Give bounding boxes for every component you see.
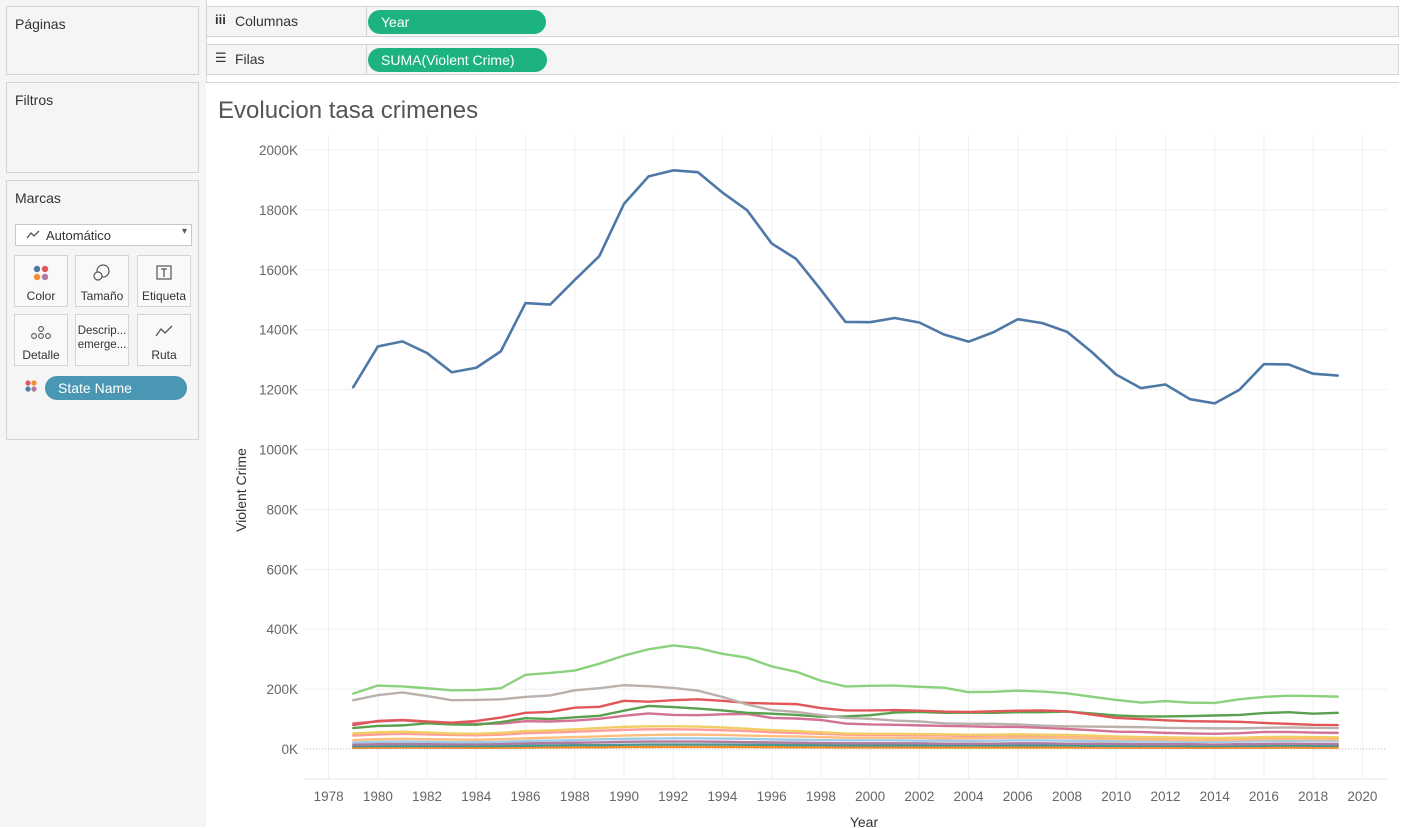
series-line xyxy=(352,712,1339,735)
y-tick-label: 1400K xyxy=(259,323,298,338)
x-tick-label: 2010 xyxy=(1101,789,1131,804)
line-mark-icon xyxy=(26,229,40,244)
x-tick-label: 1990 xyxy=(609,789,639,804)
series-line xyxy=(352,733,1339,742)
y-tick-label: 400K xyxy=(266,622,298,637)
tooltip-button-label: Descrip... emerge... xyxy=(76,324,128,352)
x-tick-label: 2020 xyxy=(1347,789,1377,804)
detail-icon xyxy=(15,323,67,341)
x-tick-label: 2012 xyxy=(1150,789,1180,804)
y-axis-title: Violent Crime xyxy=(233,448,249,532)
x-tick-label: 1988 xyxy=(560,789,590,804)
x-tick-label: 2018 xyxy=(1298,789,1328,804)
pages-card[interactable]: Páginas xyxy=(6,6,199,75)
tooltip-label-line2: emerge... xyxy=(77,339,127,351)
series-line xyxy=(352,644,1339,705)
detail-button-label: Detalle xyxy=(22,348,60,362)
y-tick-label: 1800K xyxy=(259,203,298,218)
x-tick-label: 2008 xyxy=(1052,789,1082,804)
pages-title: Páginas xyxy=(15,16,66,32)
chevron-down-icon: ▾ xyxy=(181,226,187,237)
series-lines xyxy=(351,169,1340,750)
violent-crime-pill[interactable]: SUMA(Violent Crime) xyxy=(368,48,547,72)
year-pill[interactable]: Year xyxy=(368,10,546,34)
y-tick-label: 1600K xyxy=(259,263,298,278)
label-button-label: Etiqueta xyxy=(141,289,187,303)
filters-card[interactable]: Filtros xyxy=(6,82,199,173)
series-line xyxy=(352,725,1339,740)
x-tick-label: 1994 xyxy=(707,789,738,804)
line-chart: 0K 200K 400K 600K 800K 1000K 1200K 1400K 1600K 18… xyxy=(233,135,1387,827)
x-tick-label: 1986 xyxy=(510,789,540,804)
y-axis: 0K 200K 400K 600K 800K 1000K 1200K 1400K 1600K 18… xyxy=(259,143,298,757)
filters-title: Filtros xyxy=(15,92,54,108)
rows-icon: ☰ xyxy=(215,50,227,65)
detail-button[interactable]: Detalle xyxy=(14,314,68,366)
tooltip-button[interactable]: Descrip... emerge... xyxy=(75,314,129,366)
y-tick-label: 0K xyxy=(281,742,298,757)
y-tick-label: 1200K xyxy=(259,383,298,398)
tooltip-label-line1: Descrip... xyxy=(77,325,127,337)
path-button[interactable]: Ruta xyxy=(137,314,191,366)
color-encoding-icon xyxy=(24,379,38,398)
x-tick-label: 1996 xyxy=(757,789,787,804)
series-line xyxy=(352,704,1339,730)
y-tick-label: 2000K xyxy=(259,143,298,158)
x-axis: 1978 1980 1982 1984 1986 1988 1990 1992 1994 1996… xyxy=(304,778,1387,804)
x-tick-label: 1992 xyxy=(658,789,688,804)
mark-type-label: Automático xyxy=(46,228,112,243)
y-tick-label: 600K xyxy=(266,562,298,577)
y-tick-label: 800K xyxy=(266,502,298,517)
size-icon xyxy=(76,264,128,282)
size-button-label: Tamaño xyxy=(80,289,124,303)
marks-card: Marcas Automático ▾ Color Tamaño Etiquet… xyxy=(6,180,199,440)
series-line xyxy=(352,737,1339,744)
y-tick-label: 200K xyxy=(266,682,298,697)
mark-type-dropdown[interactable]: Automático ▾ xyxy=(15,224,192,246)
x-tick-label: 1980 xyxy=(363,789,393,804)
path-icon xyxy=(138,323,190,341)
rows-shelf-label: Filas xyxy=(235,51,265,67)
x-tick-label: 2006 xyxy=(1003,789,1033,804)
x-tick-label: 1978 xyxy=(314,789,344,804)
text-label-icon xyxy=(138,264,190,282)
grid-lines xyxy=(304,135,1387,779)
x-axis-title: Year xyxy=(850,814,879,827)
x-tick-label: 1984 xyxy=(461,789,492,804)
x-tick-label: 2014 xyxy=(1200,789,1231,804)
chart-title: Evolucion tasa crimenes xyxy=(218,97,479,124)
series-line xyxy=(352,745,1339,750)
state-name-pill[interactable]: State Name xyxy=(45,376,187,400)
x-tick-label: 1982 xyxy=(412,789,442,804)
path-button-label: Ruta xyxy=(151,348,177,362)
y-tick-label: 1000K xyxy=(259,443,298,458)
columns-shelf-label: Columnas xyxy=(235,13,299,29)
color-button-label: Color xyxy=(26,289,56,303)
x-tick-label: 2002 xyxy=(904,789,934,804)
color-icon xyxy=(15,264,67,282)
x-tick-label: 2016 xyxy=(1249,789,1279,804)
series-line xyxy=(351,169,1340,405)
x-tick-label: 1998 xyxy=(806,789,836,804)
label-button[interactable]: Etiqueta xyxy=(137,255,191,307)
color-button[interactable]: Color xyxy=(14,255,68,307)
series-line xyxy=(352,698,1339,727)
series-line xyxy=(352,684,1339,730)
marks-title: Marcas xyxy=(15,190,61,206)
x-tick-label: 2004 xyxy=(954,789,985,804)
series-line xyxy=(352,743,1339,748)
size-button[interactable]: Tamaño xyxy=(75,255,129,307)
series-line xyxy=(352,740,1339,746)
columns-icon: iii xyxy=(215,12,226,27)
x-tick-label: 2000 xyxy=(855,789,885,804)
